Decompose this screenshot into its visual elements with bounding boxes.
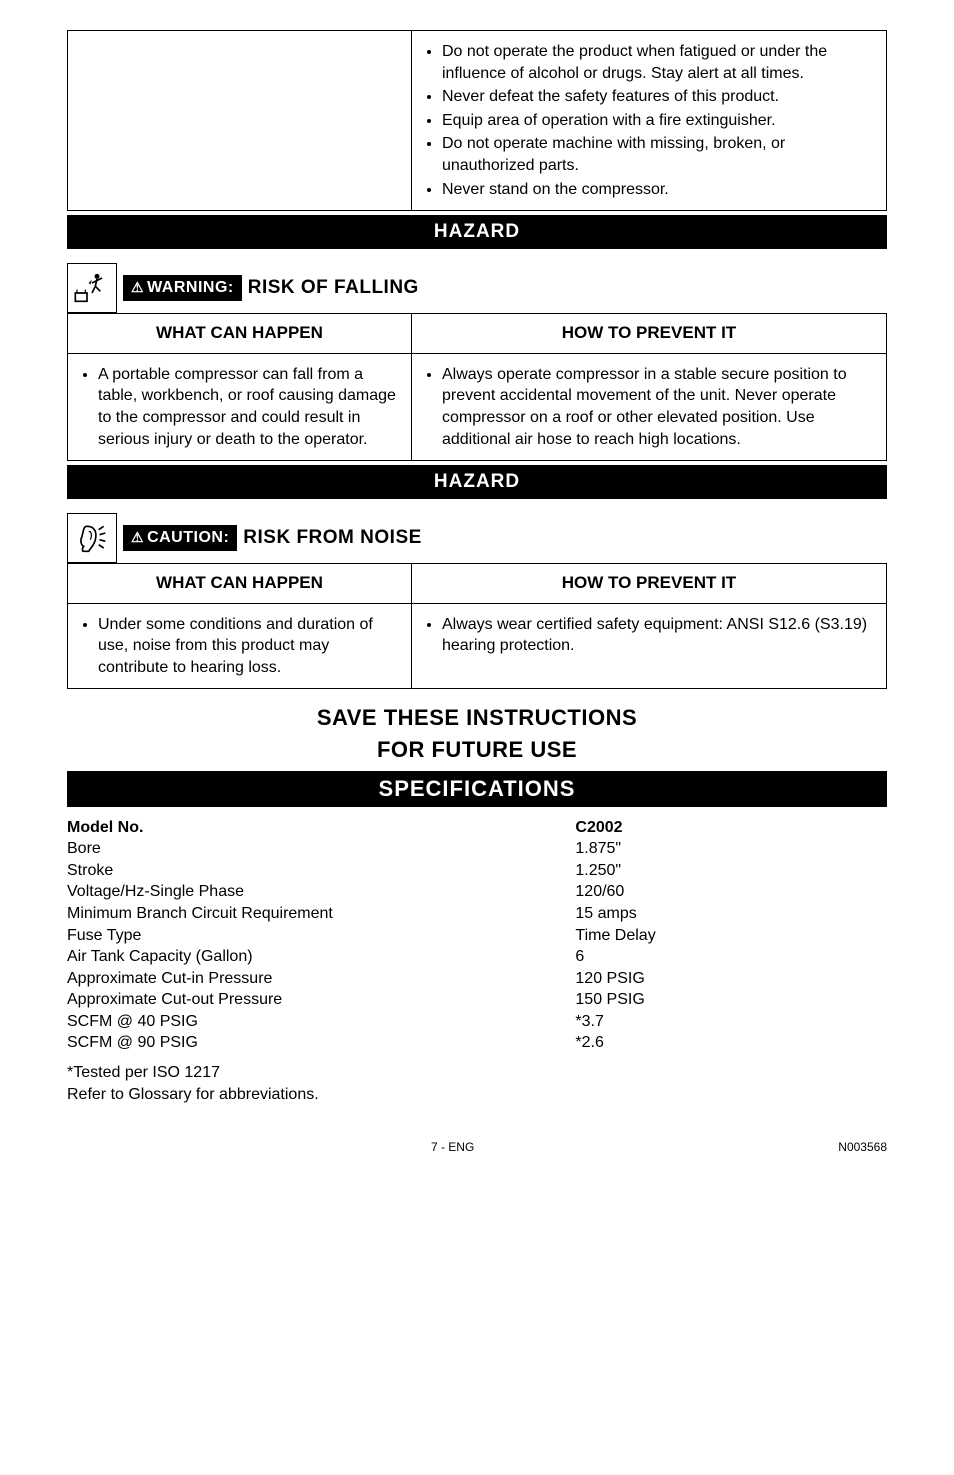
spec-label: Voltage/Hz-Single Phase (67, 881, 575, 903)
save-title-2: FOR FUTURE USE (67, 735, 887, 765)
noise-title: RISK FROM NOISE (243, 525, 422, 551)
falling-what-cell: A portable compressor can fall from a ta… (68, 353, 412, 460)
bullet: Never defeat the safety features of this… (442, 86, 874, 108)
top-bullet-list: Do not operate the product when fatigued… (424, 41, 874, 200)
spec-value: *2.6 (575, 1032, 887, 1054)
footer-page: 7 - ENG (431, 1139, 474, 1155)
bullet: Do not operate machine with missing, bro… (442, 133, 874, 176)
what-header: WHAT CAN HAPPEN (68, 313, 412, 353)
bullet: Do not operate the product when fatigued… (442, 41, 874, 84)
top-right-cell: Do not operate the product when fatigued… (411, 31, 886, 211)
spec-value: 1.875" (575, 838, 887, 860)
spec-label: Model No. (67, 817, 575, 839)
spec-label: Bore (67, 838, 575, 860)
falling-title: RISK OF FALLING (248, 275, 419, 301)
noise-icon (67, 513, 117, 563)
spec-value: *3.7 (575, 1011, 887, 1033)
save-title-1: SAVE THESE INSTRUCTIONS (67, 703, 887, 733)
falling-icon (67, 263, 117, 313)
falling-what: A portable compressor can fall from a ta… (98, 364, 399, 450)
noise-header: ⚠CAUTION: RISK FROM NOISE (67, 513, 887, 563)
noise-what-cell: Under some conditions and duration of us… (68, 603, 412, 689)
iso-note: *Tested per ISO 1217 (67, 1062, 887, 1084)
caution-pill: ⚠CAUTION: (123, 525, 237, 551)
spec-label: Minimum Branch Circuit Requirement (67, 903, 575, 925)
spec-values: C2002 1.875" 1.250" 120/60 15 amps Time … (575, 817, 887, 1055)
how-header: HOW TO PREVENT IT (411, 563, 886, 603)
spec-value: 120 PSIG (575, 968, 887, 990)
falling-how-cell: Always operate compressor in a stable se… (411, 353, 886, 460)
glossary-note: Refer to Glossary for abbreviations. (67, 1084, 887, 1106)
spec-label: Approximate Cut-in Pressure (67, 968, 575, 990)
spec-block: Model No. Bore Stroke Voltage/Hz-Single … (67, 817, 887, 1055)
specifications-bar: SPECIFICATIONS (67, 771, 887, 807)
what-header: WHAT CAN HAPPEN (68, 563, 412, 603)
hazard-bar: HAZARD (67, 215, 887, 249)
spec-value: C2002 (575, 817, 887, 839)
spec-label: SCFM @ 40 PSIG (67, 1011, 575, 1033)
noise-how: Always wear certified safety equipment: … (442, 614, 874, 657)
spec-label: Air Tank Capacity (Gallon) (67, 946, 575, 968)
spec-label: Stroke (67, 860, 575, 882)
falling-header: ⚠WARNING: RISK OF FALLING (67, 263, 887, 313)
spec-value: 1.250" (575, 860, 887, 882)
spec-value: Time Delay (575, 925, 887, 947)
footer-doc: N003568 (838, 1139, 887, 1155)
falling-how: Always operate compressor in a stable se… (442, 364, 874, 450)
hazard-bar: HAZARD (67, 465, 887, 499)
spec-label: Approximate Cut-out Pressure (67, 989, 575, 1011)
falling-table: WHAT CAN HAPPEN HOW TO PREVENT IT A port… (67, 313, 887, 461)
spec-value: 6 (575, 946, 887, 968)
spec-label: Fuse Type (67, 925, 575, 947)
page-footer: 7 - ENG N003568 (67, 1139, 887, 1155)
bullet: Equip area of operation with a fire exti… (442, 110, 874, 132)
top-hazard-table: Do not operate the product when fatigued… (67, 30, 887, 211)
spec-label: SCFM @ 90 PSIG (67, 1032, 575, 1054)
spec-value: 15 amps (575, 903, 887, 925)
spec-labels: Model No. Bore Stroke Voltage/Hz-Single … (67, 817, 575, 1055)
top-left-empty (68, 31, 412, 211)
noise-what: Under some conditions and duration of us… (98, 614, 399, 679)
how-header: HOW TO PREVENT IT (411, 313, 886, 353)
spec-value: 120/60 (575, 881, 887, 903)
noise-how-cell: Always wear certified safety equipment: … (411, 603, 886, 689)
noise-table: WHAT CAN HAPPEN HOW TO PREVENT IT Under … (67, 563, 887, 690)
spec-value: 150 PSIG (575, 989, 887, 1011)
bullet: Never stand on the compressor. (442, 179, 874, 201)
warning-pill: ⚠WARNING: (123, 275, 242, 301)
